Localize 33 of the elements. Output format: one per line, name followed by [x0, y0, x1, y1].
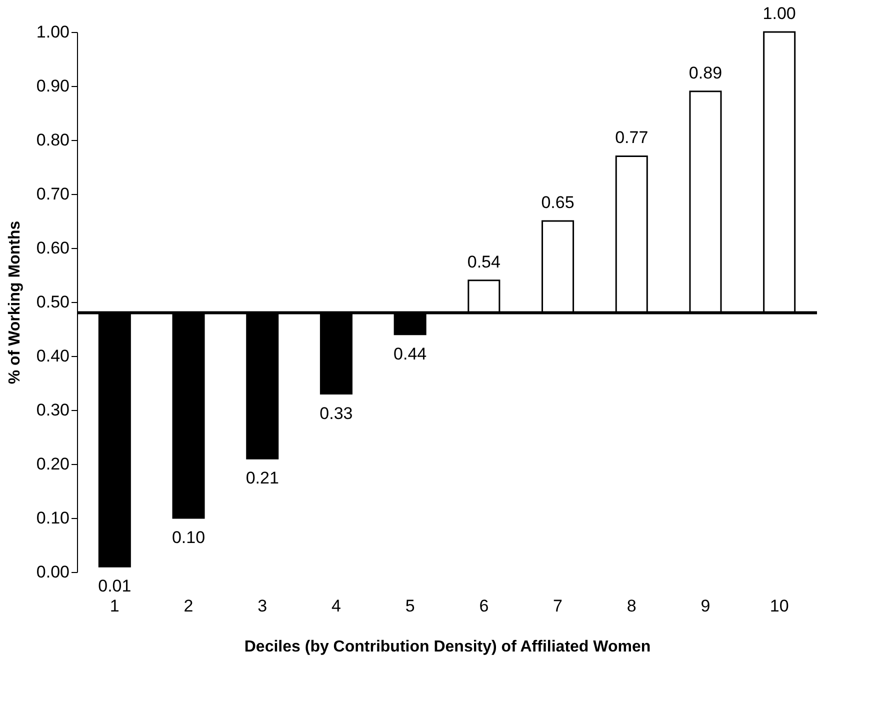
data-label: 0.54 — [467, 252, 500, 272]
data-label: 0.89 — [688, 63, 722, 82]
y-tick-label: 0.70 — [36, 184, 70, 204]
y-tick-label: 0.50 — [36, 292, 70, 312]
data-label: 0.33 — [320, 404, 353, 423]
x-tick-label: 2 — [184, 596, 194, 616]
y-tick-label: 0.00 — [36, 562, 70, 582]
x-tick-label: 6 — [479, 596, 489, 616]
y-tick-label: 1.00 — [36, 22, 70, 42]
x-tick-label: 1 — [110, 596, 120, 616]
x-tick-label: 8 — [626, 596, 636, 616]
y-tick-label: 0.20 — [36, 454, 70, 474]
y-tick-label: 0.10 — [36, 508, 70, 528]
data-label: 0.21 — [246, 468, 279, 488]
x-tick-label: 9 — [700, 596, 710, 616]
data-label: 0.65 — [541, 193, 574, 212]
x-tick-label: 3 — [258, 596, 268, 616]
y-tick-label: 0.60 — [36, 238, 70, 258]
data-label: 0.44 — [394, 344, 427, 364]
data-label: 1.00 — [762, 4, 796, 23]
data-label: 0.10 — [172, 528, 206, 547]
data-label: 0.01 — [98, 576, 132, 596]
y-tick-label: 0.40 — [36, 346, 70, 366]
x-tick-label: 4 — [331, 596, 341, 616]
y-axis-title: % of Working Months — [6, 220, 24, 384]
y-tick-label: 0.90 — [36, 76, 70, 96]
y-tick-label: 0.80 — [36, 130, 70, 150]
data-label: 0.77 — [615, 128, 648, 148]
x-axis-title: Deciles (by Contribution Density) of Affiliated Women — [244, 638, 651, 656]
x-tick-label: 10 — [770, 596, 789, 616]
x-tick-label: 7 — [553, 596, 563, 616]
x-tick-label: 5 — [405, 596, 415, 616]
y-tick-label: 0.30 — [36, 400, 70, 420]
